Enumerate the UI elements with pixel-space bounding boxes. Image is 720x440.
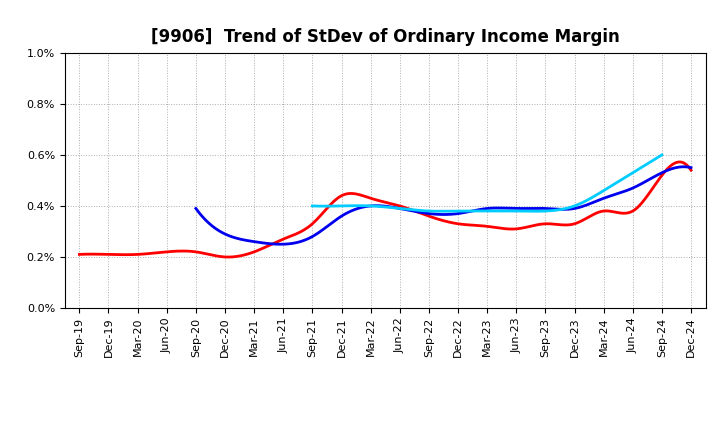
7 Years <box>515 209 523 214</box>
7 Years <box>309 203 318 209</box>
Line: 3 Years: 3 Years <box>79 162 691 257</box>
Line: 7 Years: 7 Years <box>312 155 662 211</box>
7 Years <box>626 172 634 177</box>
3 Years <box>441 219 450 224</box>
3 Years <box>451 221 460 226</box>
Line: 5 Years: 5 Years <box>196 167 691 244</box>
3 Years <box>631 206 640 212</box>
5 Years <box>276 242 284 247</box>
7 Years <box>516 209 525 214</box>
7 Years <box>308 203 317 209</box>
5 Years <box>642 179 651 184</box>
7 Years <box>530 209 539 214</box>
3 Years <box>675 159 683 165</box>
5 Years <box>680 164 689 169</box>
5 Years <box>496 205 505 211</box>
5 Years <box>488 205 497 211</box>
7 Years <box>657 152 666 158</box>
5 Years <box>192 206 200 211</box>
5 Years <box>193 208 202 213</box>
7 Years <box>522 209 531 214</box>
5 Years <box>611 192 619 197</box>
3 Years <box>77 252 86 257</box>
7 Years <box>604 185 613 191</box>
3 Years <box>225 254 233 260</box>
3 Years <box>439 218 448 224</box>
5 Years <box>687 165 696 170</box>
3 Years <box>593 210 601 216</box>
5 Years <box>486 205 495 211</box>
Title: [9906]  Trend of StDev of Ordinary Income Margin: [9906] Trend of StDev of Ordinary Income… <box>150 28 620 46</box>
3 Years <box>75 252 84 257</box>
3 Years <box>687 168 696 173</box>
